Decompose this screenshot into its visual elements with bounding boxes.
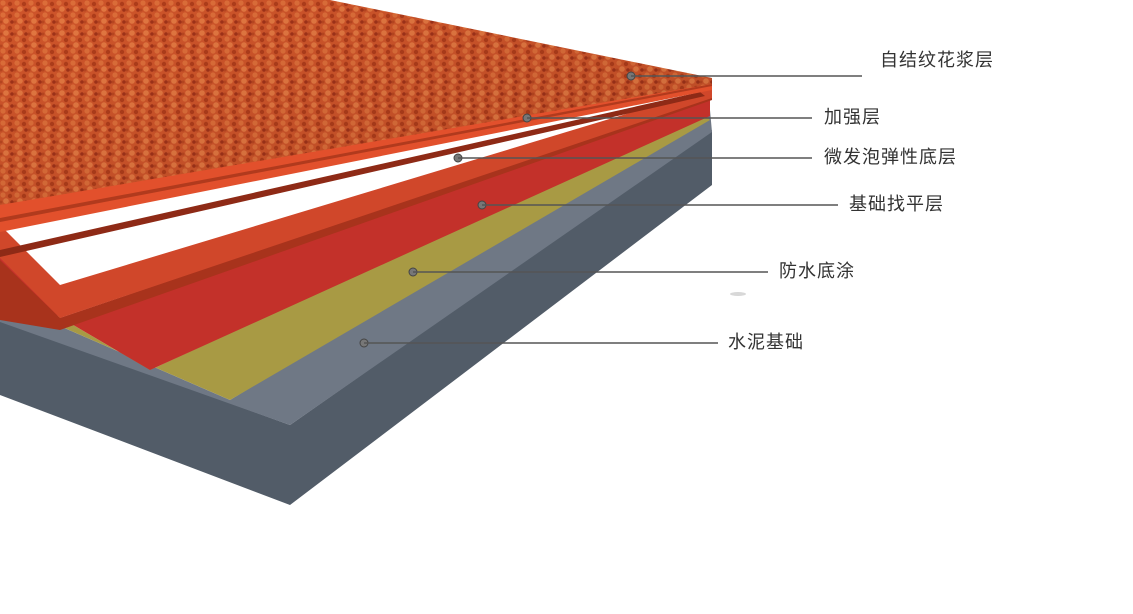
textured-surface-shade <box>0 0 712 205</box>
label-surface: 自结纹花浆层 <box>880 50 994 71</box>
label-cement: 水泥基础 <box>728 332 804 353</box>
callout-surface: 自结纹花浆层 <box>626 50 994 81</box>
label-reinforce: 加强层 <box>824 107 881 128</box>
leveling-layer <box>0 98 710 370</box>
cement-base-side <box>0 130 712 505</box>
foam-layer-groove <box>0 92 705 257</box>
foam-layer <box>0 88 712 318</box>
callout-cement: 水泥基础 <box>359 332 804 353</box>
label-waterproof: 防水底涂 <box>779 261 855 282</box>
callout-leveling: 基础找平层 <box>477 194 944 215</box>
cement-base-top <box>0 110 712 425</box>
label-foam: 微发泡弹性底层 <box>824 147 957 168</box>
callout-waterproof: 防水底涂 <box>408 261 855 282</box>
smudge-mark <box>730 292 746 296</box>
callout-reinforce: 加强层 <box>522 107 881 128</box>
label-leveling: 基础找平层 <box>849 194 944 215</box>
callout-foam: 微发泡弹性底层 <box>453 147 957 168</box>
